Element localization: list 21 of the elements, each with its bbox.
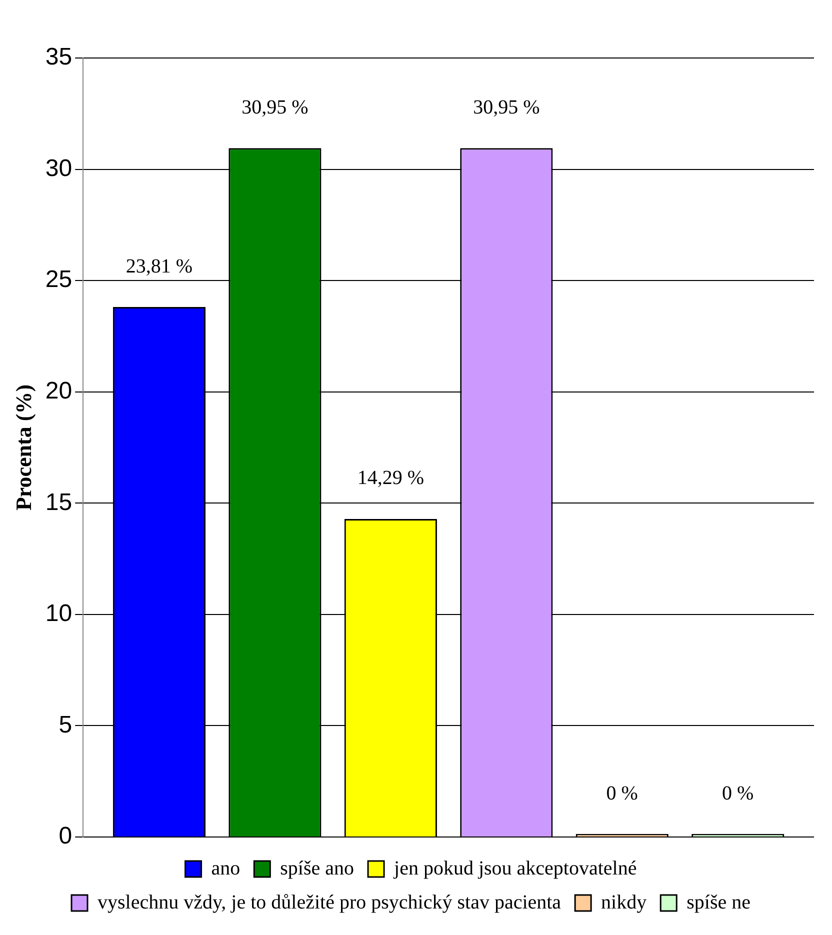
y-tick-label: 25: [45, 266, 72, 294]
y-tick-label: 5: [58, 711, 72, 738]
legend-label: spíše ano: [280, 857, 354, 880]
legend-label: spíše ne: [686, 891, 751, 914]
legend-label: ano: [211, 857, 240, 880]
y-tick-label: 15: [45, 488, 72, 516]
y-tick-label: 0: [58, 822, 72, 850]
data-label: 0 %: [606, 782, 638, 804]
y-axis-title: Procenta (%): [10, 384, 36, 511]
legend-label: nikdy: [601, 891, 647, 914]
legend-label: vyslechnu vždy, je to důležité pro psychický stav pacienta: [98, 891, 562, 914]
legend-label: jen pokud jsou akceptovatelné: [393, 857, 637, 880]
y-tick-label: 10: [45, 600, 72, 628]
y-tick-label: 35: [45, 44, 72, 71]
data-label: 14,29 %: [357, 467, 424, 490]
y-tick-label: 30: [45, 154, 72, 182]
y-tick-label: 20: [45, 377, 72, 404]
data-label: 30,95 %: [473, 96, 540, 118]
data-label: 30,95 %: [242, 96, 308, 118]
data-label: 0 %: [722, 782, 754, 804]
data-label: 23,81 %: [126, 255, 193, 278]
